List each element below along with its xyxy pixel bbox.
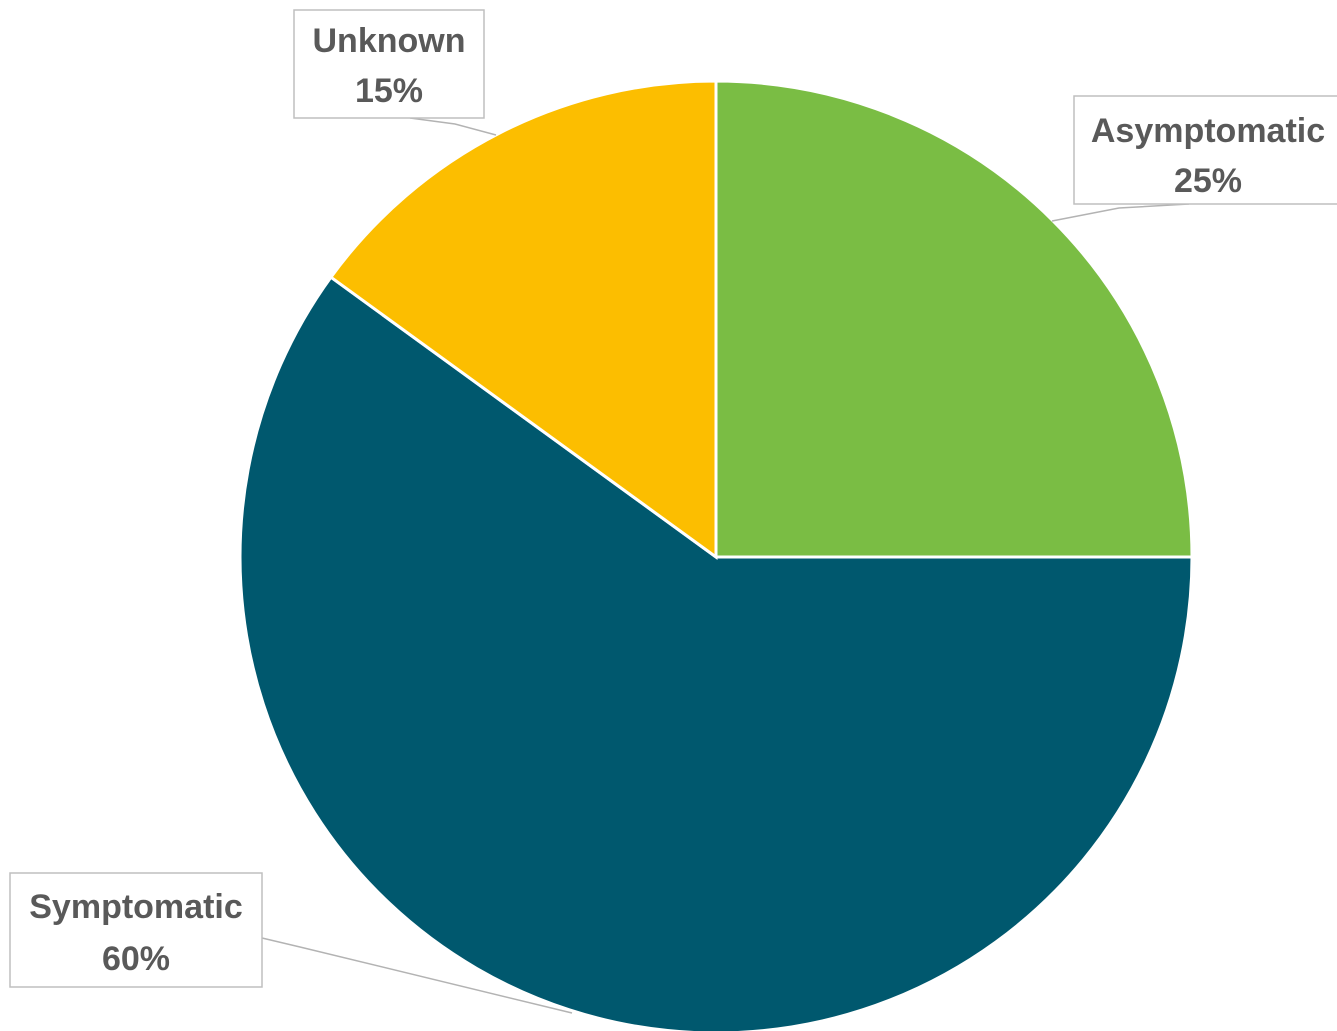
callout-box-symptomatic bbox=[9, 872, 263, 988]
leader-line-asymptomatic bbox=[1051, 203, 1190, 222]
pie-slices bbox=[238, 79, 1194, 1031]
pie-slice-unknown bbox=[328, 79, 718, 560]
pie-slice-symptomatic bbox=[238, 275, 1194, 1031]
slice-label-unknown: Unknown bbox=[313, 22, 466, 60]
callout-box-unknown bbox=[293, 9, 485, 119]
slice-value-symptomatic: 60% bbox=[102, 940, 170, 978]
leader-line-unknown bbox=[409, 117, 497, 136]
slice-label-asymptomatic: Asymptomatic bbox=[1091, 112, 1325, 150]
callout-symptomatic: Symptomatic 60% bbox=[9, 872, 263, 988]
callout-box-asymptomatic bbox=[1073, 95, 1337, 205]
leader-lines bbox=[261, 117, 1190, 1014]
callout-asymptomatic: Asymptomatic 25% bbox=[1073, 95, 1337, 205]
slice-value-unknown: 15% bbox=[355, 72, 423, 110]
leader-line-symptomatic bbox=[261, 937, 573, 1014]
slice-label-symptomatic: Symptomatic bbox=[29, 888, 243, 926]
slice-value-asymptomatic: 25% bbox=[1174, 162, 1242, 200]
callout-unknown: Unknown 15% bbox=[293, 9, 485, 119]
